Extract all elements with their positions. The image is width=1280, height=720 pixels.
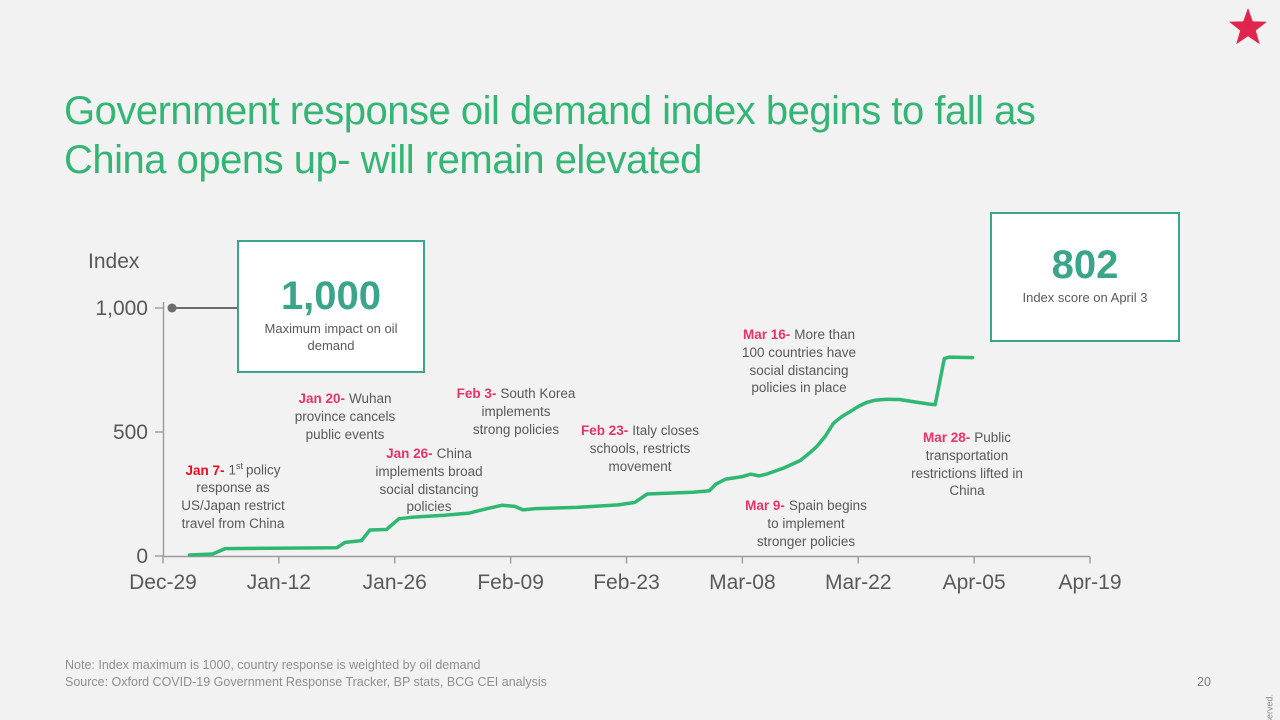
- x-tick-label: Apr-19: [1058, 571, 1121, 594]
- annotation-date: Mar 28-: [922, 430, 971, 445]
- y-tick-label: 1,000: [95, 297, 148, 320]
- annotation-feb-23: Feb 23- Italy closes schools, restricts m…: [580, 423, 700, 474]
- y-axis-title: Index: [88, 250, 140, 273]
- bcg-star-logo: [1229, 8, 1267, 45]
- annotation-date: Mar 16-: [742, 327, 791, 342]
- x-tick-label: Jan-26: [363, 571, 427, 594]
- x-tick-label: Mar-08: [709, 571, 776, 594]
- copyright-text: Copyright © 2020 by Boston Consulting Gr…: [1264, 694, 1274, 720]
- x-tick-label: Feb-09: [477, 571, 544, 594]
- annotation-date: Jan 20-: [298, 391, 345, 406]
- slide-title: Government response oil demand index beg…: [64, 88, 1036, 182]
- callout-current-score: 802 Index score on April 3: [990, 212, 1180, 342]
- callout-max-value: 1,000: [280, 274, 382, 318]
- callout-connector-dot: [167, 303, 177, 313]
- source-line: Source: Oxford COVID-19 Government Respo…: [65, 675, 547, 689]
- index-line-series: [187, 355, 975, 557]
- callout-current-value: 802: [1051, 243, 1119, 287]
- x-tick-label: Apr-05: [943, 571, 1006, 594]
- annotation-date: Jan 7-: [185, 462, 225, 478]
- x-tick-label: Jan-12: [247, 571, 311, 594]
- annotation-jan-20: Jan 20- Wuhan province cancels public eve…: [294, 391, 396, 442]
- callout-max-label: Maximum impact on oil demand: [264, 321, 398, 353]
- annotation-jan-7: Jan 7- 1st policy response as US/Japan res…: [181, 461, 285, 531]
- annotation-date: Mar 9-: [745, 498, 785, 513]
- x-tick-label: Mar-22: [825, 571, 892, 594]
- annotation-date: Feb 3-: [456, 386, 497, 401]
- y-tick-label: 500: [113, 421, 148, 444]
- callout-current-label: Index score on April 3: [1022, 290, 1148, 305]
- x-tick-label: Dec-29: [129, 571, 197, 594]
- annotation-date: Jan 26-: [386, 446, 433, 461]
- annotation-date: Feb 23-: [580, 423, 629, 438]
- x-tick-label: Feb-23: [593, 571, 660, 594]
- annotation-feb-3: Feb 3- South Korea implements strong poli…: [456, 386, 576, 437]
- annotation-jan-26: Jan 26- China implements broad social dis…: [375, 446, 483, 515]
- callout-max-index: 1,000 Maximum impact on oil demand: [237, 240, 425, 373]
- page-number: 20: [1197, 675, 1211, 689]
- annotation-mar-28: Mar 28- Public transportation restriction…: [911, 430, 1023, 499]
- y-tick-label: 0: [136, 545, 148, 568]
- footnote: Note: Index maximum is 1000, country res…: [65, 658, 481, 672]
- annotation-mar-16: Mar 16- More than 100 countries have soci…: [741, 327, 857, 396]
- annotation-mar-9: Mar 9- Spain begins to implement stronger…: [745, 498, 867, 549]
- star-icon: [1229, 8, 1267, 45]
